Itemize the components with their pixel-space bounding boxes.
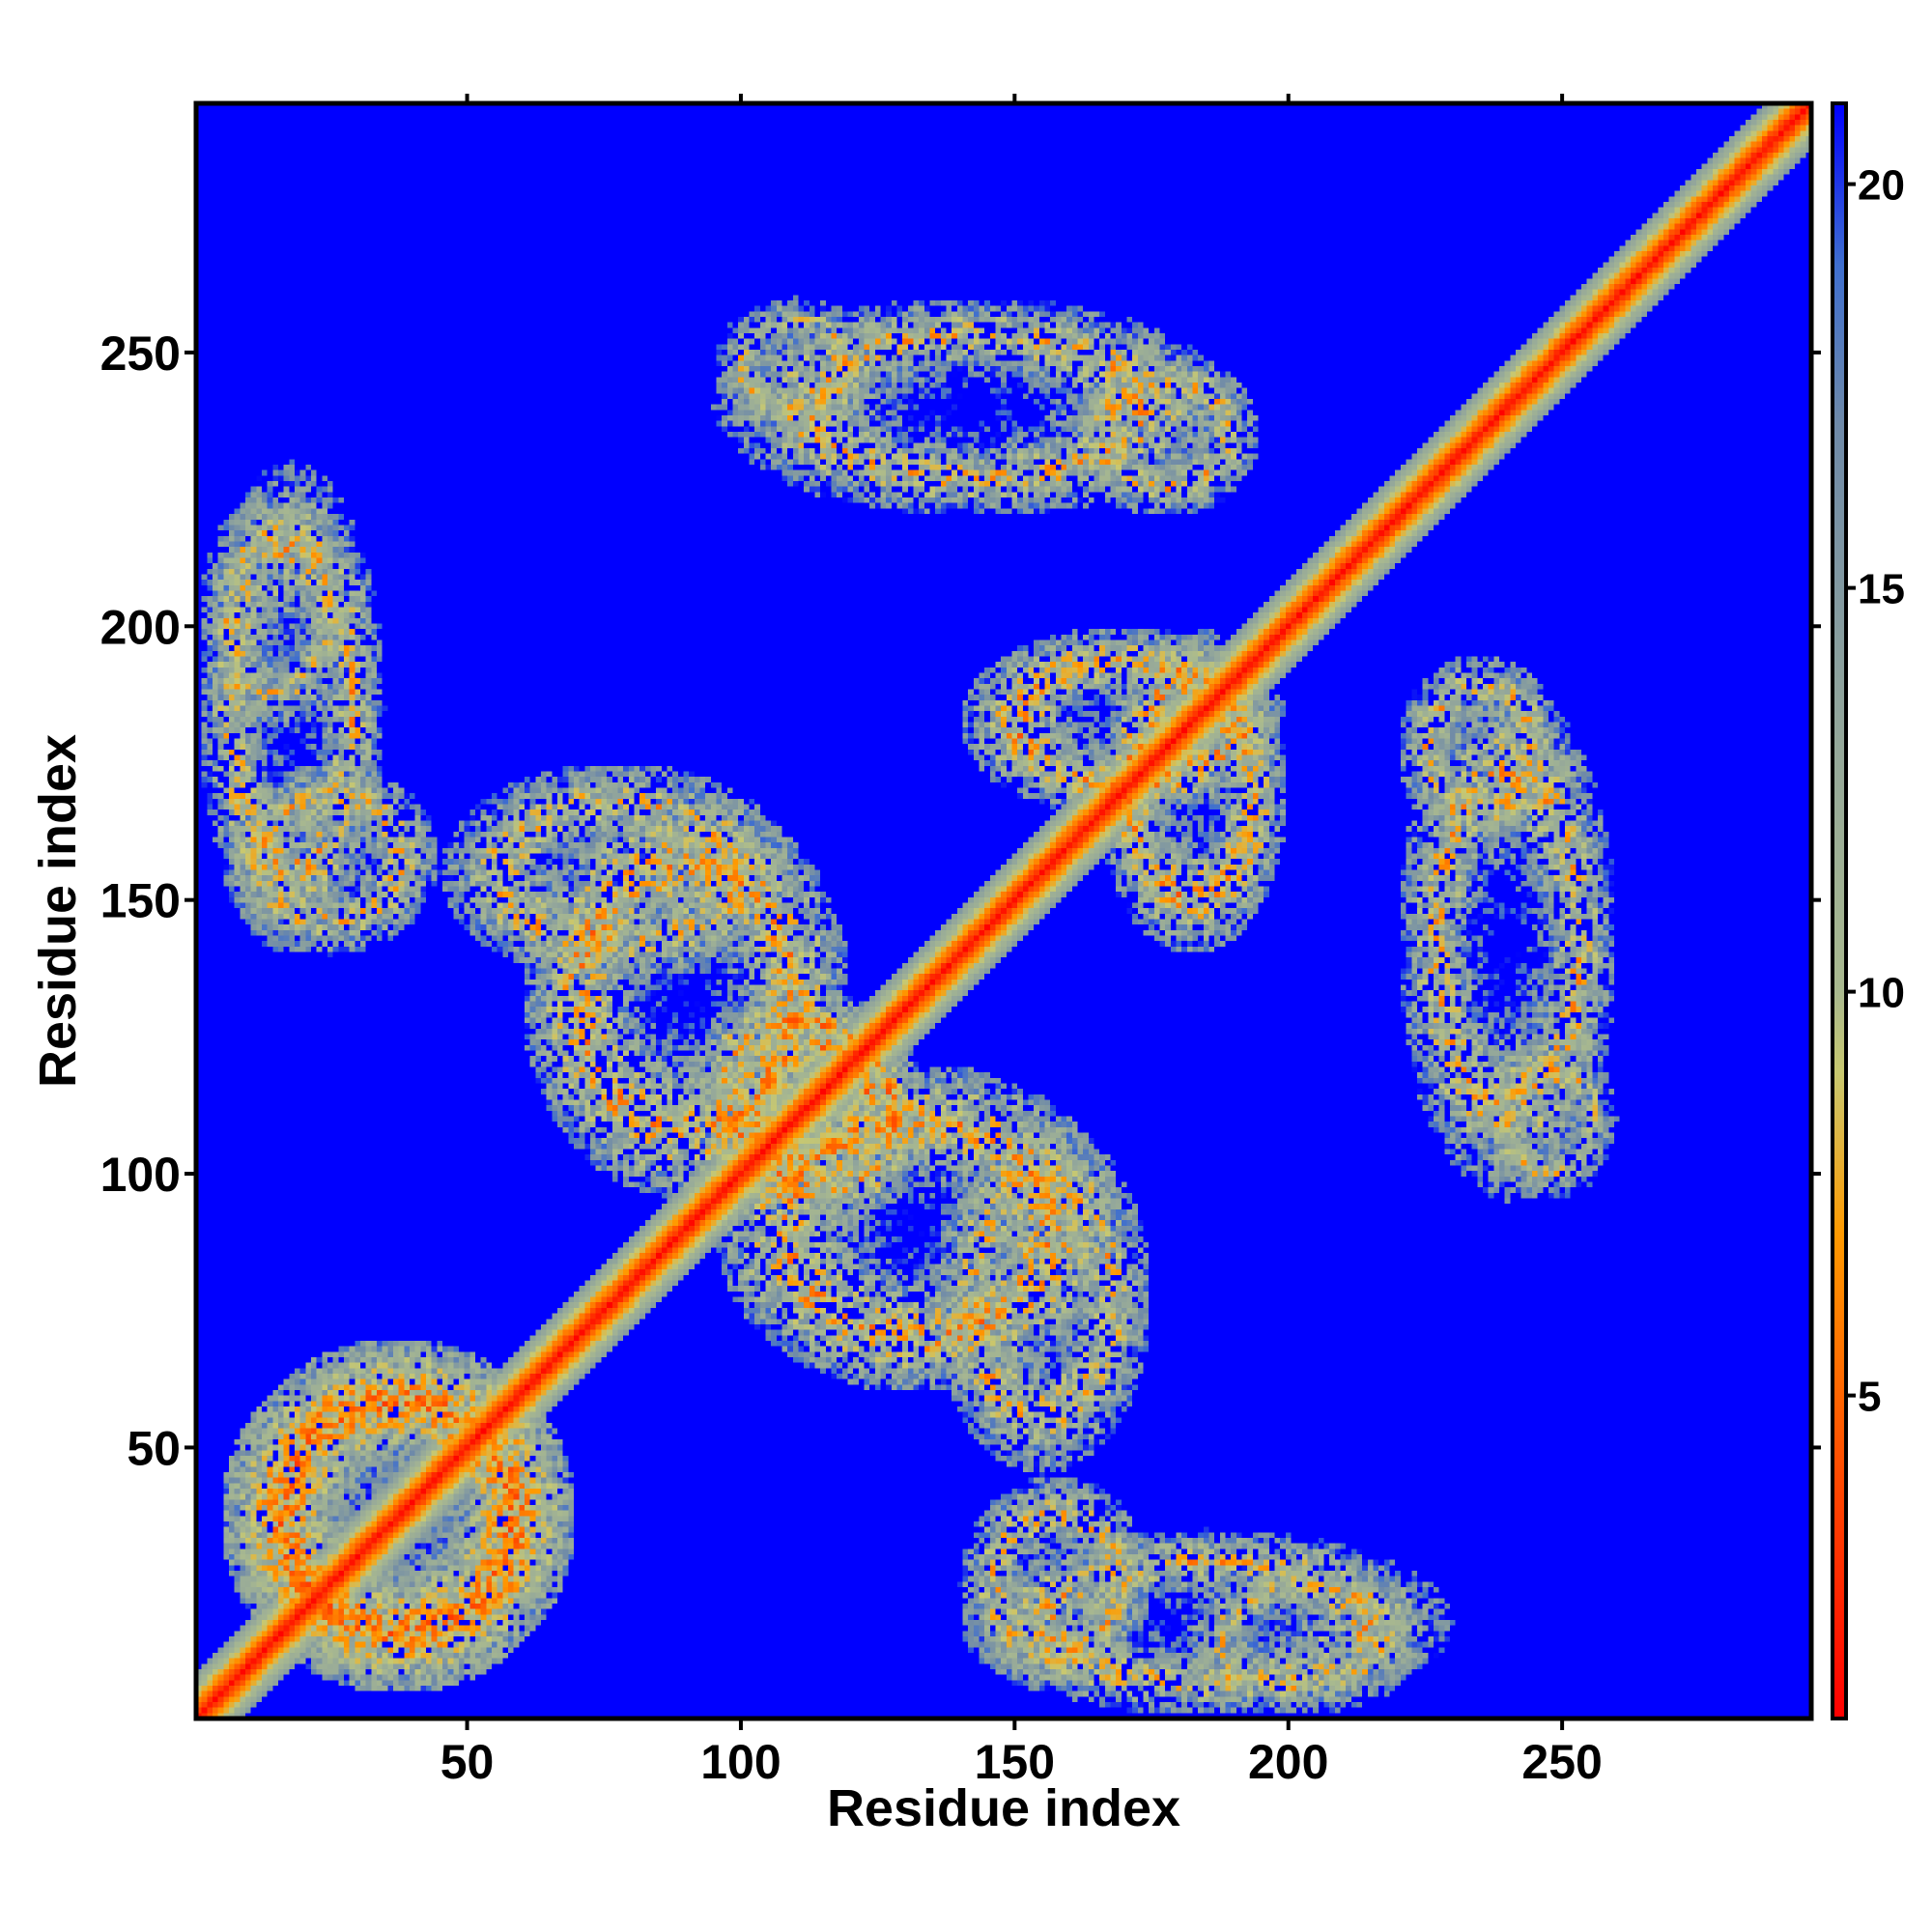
colorbar-fill [1833, 103, 1846, 1719]
y-axis: 50 100 150 200 250 [100, 327, 1821, 1475]
y-axis-label: Residue index [29, 734, 87, 1088]
x-tick-label: 250 [1521, 1735, 1602, 1789]
y-tick-label: 100 [100, 1148, 181, 1202]
colorbar-tick-label: 10 [1858, 970, 1905, 1017]
x-tick-label: 50 [440, 1735, 495, 1789]
y-tick-label: 200 [100, 600, 181, 654]
plot-frame [193, 100, 1814, 1721]
x-axis-label: Residue index [827, 1779, 1180, 1837]
colorbar-tick-label: 15 [1858, 566, 1905, 613]
colorbar-frame [1831, 101, 1848, 1720]
colorbar-ticks: 5 10 15 20 [1846, 162, 1905, 1421]
colorbar: 5 10 15 20 [1831, 101, 1905, 1720]
x-axis: 50 100 150 200 250 [440, 94, 1603, 1789]
heatmap-layer [196, 103, 1811, 1719]
y-tick-label: 50 [127, 1421, 181, 1475]
x-tick-label: 100 [700, 1735, 781, 1789]
colorbar-tick-label: 20 [1858, 162, 1905, 210]
y-tick-label: 250 [100, 327, 181, 381]
heatmap-image [196, 103, 1811, 1719]
x-tick-label: 150 [975, 1735, 1055, 1789]
y-tick-label: 150 [100, 874, 181, 928]
colorbar-tick-label: 5 [1858, 1374, 1881, 1421]
x-tick-label: 200 [1248, 1735, 1328, 1789]
